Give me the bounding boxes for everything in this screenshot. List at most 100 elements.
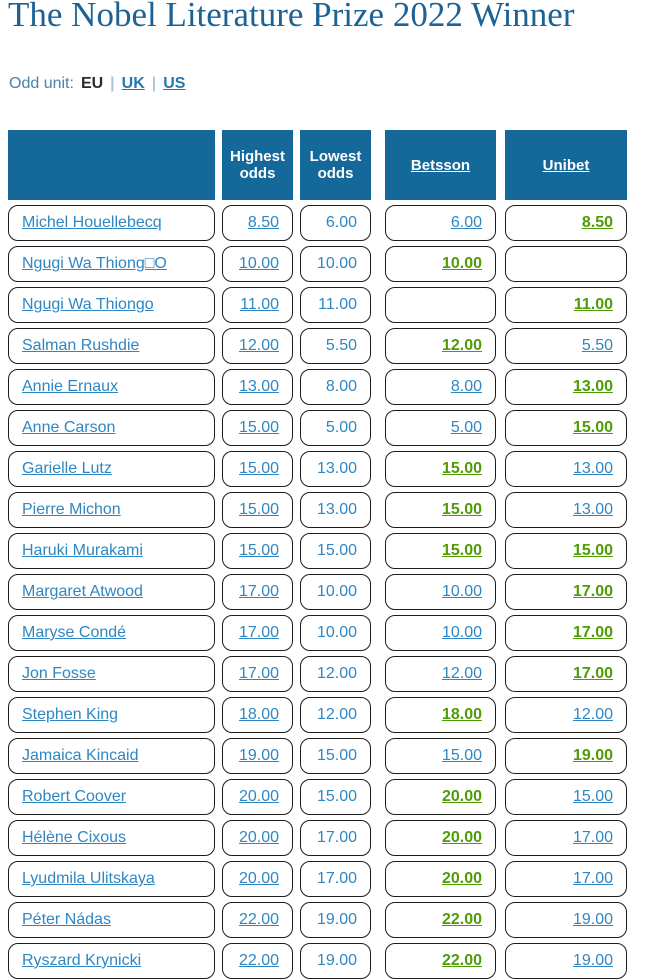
table-row: Hélène Cixous 20.00 17.00 20.00 17.00 — [8, 820, 646, 856]
highest-odds-value[interactable]: 22.00 — [238, 952, 279, 969]
betsson-odds-value[interactable]: 18.00 — [441, 706, 482, 723]
header-unibet: Unibet — [505, 130, 627, 200]
entrant-name-link[interactable]: Robert Coover — [22, 788, 127, 805]
entrant-name-cell: Michel Houellebecq — [8, 205, 215, 241]
entrant-name-link[interactable]: Michel Houellebecq — [22, 214, 162, 231]
unibet-odds-value[interactable]: 5.50 — [581, 337, 613, 354]
highest-odds-value[interactable]: 10.00 — [238, 255, 279, 272]
entrant-name-link[interactable]: Annie Ernaux — [22, 378, 119, 395]
entrant-name-link[interactable]: Ngugi Wa Thiongo — [22, 296, 154, 313]
betsson-odds-value[interactable]: 15.00 — [441, 460, 482, 477]
betsson-odds-value[interactable]: 10.00 — [441, 583, 482, 600]
entrant-name-link[interactable]: Salman Rushdie — [22, 337, 140, 354]
entrant-name-link[interactable]: Stephen King — [22, 706, 119, 723]
unibet-odds-value[interactable]: 8.50 — [581, 214, 613, 231]
betsson-odds-value[interactable]: 22.00 — [441, 952, 482, 969]
entrant-name-link[interactable]: Ngugi Wa Thiong□O — [22, 255, 167, 272]
odd-unit-link-uk[interactable]: UK — [121, 75, 145, 92]
highest-odds-value[interactable]: 17.00 — [238, 583, 279, 600]
unibet-odds-value[interactable]: 11.00 — [573, 296, 613, 313]
entrant-name-link[interactable]: Pierre Michon — [22, 501, 121, 518]
highest-odds-value[interactable]: 15.00 — [238, 542, 279, 559]
highest-odds-value[interactable]: 22.00 — [238, 911, 279, 928]
highest-odds-value[interactable]: 17.00 — [238, 665, 279, 682]
unibet-odds-cell: 11.00 — [505, 287, 627, 323]
highest-odds-value[interactable]: 18.00 — [238, 706, 279, 723]
betsson-odds-cell: 20.00 — [385, 779, 496, 815]
entrant-name-cell: Jamaica Kincaid — [8, 738, 215, 774]
entrant-name-link[interactable]: Margaret Atwood — [22, 583, 143, 600]
entrant-name-link[interactable]: Anne Carson — [22, 419, 116, 436]
betsson-odds-value[interactable]: 10.00 — [441, 255, 482, 272]
highest-odds-value[interactable]: 15.00 — [238, 460, 279, 477]
betsson-odds-value[interactable]: 12.00 — [441, 665, 482, 682]
entrant-name-link[interactable]: Péter Nádas — [22, 911, 111, 928]
highest-odds-value[interactable]: 17.00 — [238, 624, 279, 641]
lowest-odds-cell: 12.00 — [300, 697, 371, 733]
betsson-odds-value[interactable]: 22.00 — [441, 911, 482, 928]
betsson-odds-value[interactable]: 20.00 — [441, 829, 482, 846]
unibet-odds-value[interactable]: 19.00 — [572, 911, 613, 928]
table-row: Lyudmila Ulitskaya 20.00 17.00 20.00 17.… — [8, 861, 646, 897]
unibet-odds-cell: 13.00 — [505, 451, 627, 487]
unibet-odds-value[interactable]: 19.00 — [572, 747, 613, 764]
unibet-odds-value[interactable]: 19.00 — [572, 952, 613, 969]
unibet-odds-value[interactable]: 15.00 — [572, 542, 613, 559]
odd-unit-link-us[interactable]: US — [163, 75, 186, 92]
betsson-odds-value[interactable]: 6.00 — [450, 214, 482, 231]
table-row: Pierre Michon 15.00 13.00 15.00 13.00 — [8, 492, 646, 528]
highest-odds-value[interactable]: 20.00 — [238, 829, 279, 846]
unibet-link[interactable]: Unibet — [542, 156, 590, 174]
header-lowest-odds: Lowest odds — [300, 130, 371, 200]
highest-odds-value[interactable]: 8.50 — [247, 214, 279, 231]
table-row: Garielle Lutz 15.00 13.00 15.00 13.00 — [8, 451, 646, 487]
entrant-name-link[interactable]: Maryse Condé — [22, 624, 127, 641]
highest-odds-value[interactable]: 13.00 — [238, 378, 279, 395]
betsson-odds-value[interactable]: 20.00 — [441, 870, 482, 887]
lowest-odds-value: 5.50 — [325, 337, 357, 354]
entrant-name-link[interactable]: Jon Fosse — [22, 665, 96, 682]
betsson-odds-value[interactable]: 5.00 — [450, 419, 482, 436]
highest-odds-value[interactable]: 15.00 — [238, 501, 279, 518]
highest-odds-value[interactable]: 11.00 — [240, 296, 279, 313]
betsson-odds-cell: 15.00 — [385, 738, 496, 774]
betsson-odds-value[interactable]: 15.00 — [441, 501, 482, 518]
unibet-odds-value[interactable]: 12.00 — [572, 706, 613, 723]
unibet-odds-value[interactable]: 15.00 — [572, 788, 613, 805]
unibet-odds-value[interactable]: 17.00 — [572, 829, 613, 846]
highest-odds-value[interactable]: 19.00 — [238, 747, 279, 764]
betsson-odds-value[interactable]: 20.00 — [441, 788, 482, 805]
betsson-odds-value[interactable]: 12.00 — [441, 337, 482, 354]
entrant-name-link[interactable]: Garielle Lutz — [22, 460, 112, 477]
highest-odds-value[interactable]: 20.00 — [238, 788, 279, 805]
betsson-link[interactable]: Betsson — [410, 156, 471, 174]
unibet-odds-value[interactable]: 13.00 — [572, 501, 613, 518]
table-row: Jamaica Kincaid 19.00 15.00 15.00 19.00 — [8, 738, 646, 774]
unibet-odds-value[interactable]: 17.00 — [572, 870, 613, 887]
entrant-name-link[interactable]: Jamaica Kincaid — [22, 747, 139, 764]
unibet-odds-value[interactable]: 17.00 — [572, 624, 613, 641]
betsson-odds-value[interactable]: 10.00 — [441, 624, 482, 641]
unibet-odds-value[interactable]: 15.00 — [572, 419, 613, 436]
highest-odds-value[interactable]: 15.00 — [238, 419, 279, 436]
lowest-odds-cell: 13.00 — [300, 492, 371, 528]
betsson-odds-cell: 10.00 — [385, 574, 496, 610]
highest-odds-value[interactable]: 12.00 — [238, 337, 279, 354]
unibet-odds-value[interactable]: 13.00 — [572, 460, 613, 477]
betsson-odds-value[interactable]: 15.00 — [441, 542, 482, 559]
lowest-odds-value: 15.00 — [316, 542, 357, 559]
entrant-name-link[interactable]: Ryszard Krynicki — [22, 952, 142, 969]
betsson-odds-value[interactable]: 15.00 — [441, 747, 482, 764]
entrant-name-link[interactable]: Lyudmila Ulitskaya — [22, 870, 155, 887]
unibet-odds-value[interactable]: 13.00 — [572, 378, 613, 395]
highest-odds-value[interactable]: 20.00 — [238, 870, 279, 887]
entrant-name-link[interactable]: Hélène Cixous — [22, 829, 127, 846]
unibet-odds-value[interactable]: 17.00 — [572, 665, 613, 682]
entrant-name-link[interactable]: Haruki Murakami — [22, 542, 143, 559]
table-row: Stephen King 18.00 12.00 18.00 12.00 — [8, 697, 646, 733]
unibet-odds-cell: 19.00 — [505, 943, 627, 979]
betsson-odds-cell: 12.00 — [385, 656, 496, 692]
unibet-odds-value[interactable]: 17.00 — [572, 583, 613, 600]
betsson-odds-value[interactable]: 8.00 — [450, 378, 482, 395]
table-row: Robert Coover 20.00 15.00 20.00 15.00 — [8, 779, 646, 815]
